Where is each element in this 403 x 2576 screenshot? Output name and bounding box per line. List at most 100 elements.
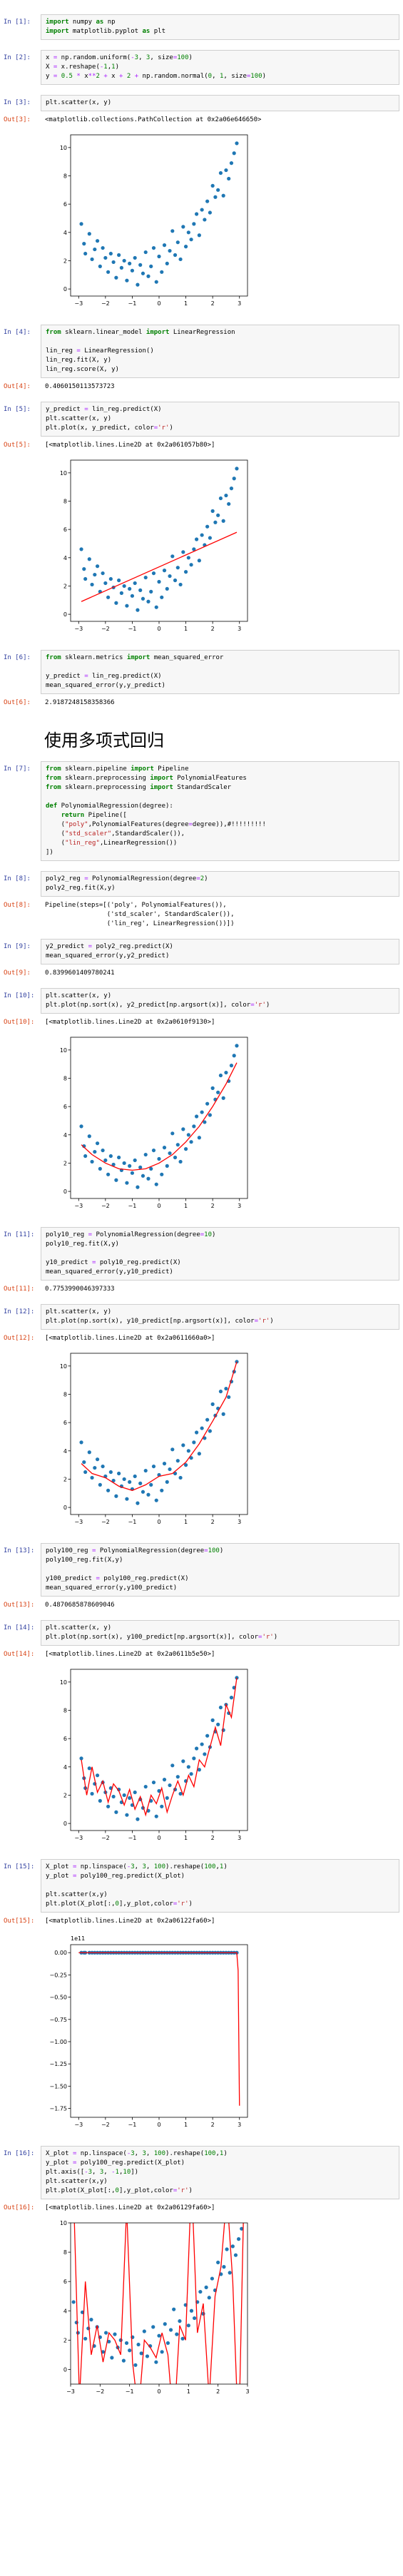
scatter-point	[128, 2348, 132, 2353]
code-block: y2_predict = poly2_reg.predict(X) mean_sq…	[46, 942, 394, 961]
code-box: X_plot = np.linspace(-3, 3, 100).reshape…	[41, 2146, 399, 2199]
scatter-point	[79, 222, 83, 226]
code-token: =	[188, 821, 193, 828]
code-token: from	[46, 329, 61, 336]
fit-line	[81, 531, 238, 602]
code-token: -	[111, 2169, 116, 2176]
code-line: from sklearn.metrics import mean_squared…	[46, 654, 224, 661]
scatter-point	[121, 2358, 126, 2363]
code-token: from	[46, 775, 61, 782]
code-line: plt.axis([-3, 3, -1,10])	[46, 2169, 139, 2176]
scatter-point	[122, 1793, 126, 1798]
scatter-point	[128, 261, 132, 266]
scatter-point	[146, 274, 151, 278]
scatter-point	[141, 1490, 146, 1494]
code-token: =	[84, 406, 88, 413]
code-token: =	[96, 1575, 100, 1582]
code-line: X = x.reshape(-1,1)	[46, 63, 119, 71]
code-token: return	[61, 812, 85, 819]
code-line: X_plot = np.linspace(-3, 3, 100).reshape…	[46, 2150, 228, 2157]
scatter-point	[90, 257, 94, 262]
code-box: from sklearn.metrics import mean_squared…	[41, 650, 399, 694]
code-token: 'r'	[177, 2187, 189, 2194]
output-row: Out[13]: 0.4870685878609046	[4, 1601, 399, 1610]
code-cell: In [16]: X_plot = np.linspace(-3, 3, 100)…	[4, 2146, 399, 2199]
scatter-point	[151, 571, 156, 576]
code-line: plt.plot(np.sort(x), y2_predict[np.argso…	[46, 1002, 270, 1009]
code-line: plt.scatter(x, y)	[46, 992, 112, 999]
scatter-point	[133, 1790, 137, 1795]
code-token: 2	[96, 73, 100, 80]
scatter-point	[189, 1456, 193, 1460]
axes-frame	[70, 1944, 248, 2118]
code-token: =	[72, 1863, 77, 1870]
code-token: 100	[153, 2150, 166, 2157]
code-token: 1	[103, 63, 108, 71]
output-text: 0.7753990046397333	[41, 1285, 399, 1294]
output-text: [<matplotlib.lines.Line2D at 0x2a0610f91…	[41, 1018, 399, 1027]
y-tick-label: 4	[63, 230, 67, 236]
scatter-point	[83, 1154, 88, 1159]
x-tick-label: −2	[101, 1519, 110, 1525]
y-tick-label: 10	[60, 470, 67, 477]
output-row: Out[10]: [<matplotlib.lines.Line2D at 0x2…	[4, 1018, 399, 1027]
in-prompt: In [8]:	[4, 875, 31, 882]
code-token: 'r'	[254, 1002, 266, 1009]
code-cell: In [12]: plt.scatter(x, y) plt.plot(np.sor…	[4, 1304, 399, 1330]
scatter-point	[160, 270, 164, 274]
code-line: return Pipeline([	[61, 812, 127, 819]
x-tick-label: −1	[128, 626, 137, 632]
scatter-point	[195, 537, 199, 541]
x-tick-label: 0	[157, 300, 160, 307]
scatter-point	[117, 1155, 121, 1160]
scatter-point	[173, 578, 178, 583]
x-tick-label: 1	[184, 626, 188, 632]
scatter-point	[205, 1417, 210, 1422]
code-block: y_predict = lin_reg.predict(X) mean_squar…	[46, 672, 394, 691]
y-tick-label: 0	[63, 2366, 67, 2373]
scatter-point	[93, 1149, 97, 1154]
in-prompt: In [15]:	[4, 1863, 35, 1870]
output-line: ('lin_reg', LinearRegression())])	[45, 920, 235, 927]
scatter-point	[114, 275, 118, 280]
scatter-point	[224, 168, 228, 173]
out-prompt: Out[11]:	[4, 1286, 35, 1293]
scatter-point	[183, 570, 188, 574]
scatter-point	[210, 183, 215, 188]
scatter-point	[200, 1426, 204, 1430]
scatter-point	[154, 2360, 158, 2364]
code-block: plt.scatter(x,y) plt.plot(X_plot[:,0],y_p…	[46, 1890, 394, 1909]
code-line: plt.scatter(x,y)	[46, 1891, 108, 1898]
code-token: 1	[219, 2150, 224, 2157]
code-line: plt.scatter(x, y)	[46, 99, 112, 106]
scatter-point	[138, 263, 143, 267]
y-tick-label: 6	[63, 1104, 67, 1110]
scatter-point	[125, 1813, 129, 1817]
code-token: import	[46, 28, 69, 35]
scatter-point	[138, 1165, 143, 1169]
scatter-point	[136, 608, 140, 612]
scatter-point	[160, 1172, 164, 1176]
output-text: 0.8399601409780241	[41, 969, 399, 978]
code-cell: In [7]: from sklearn.pipeline import Pipe…	[4, 761, 399, 861]
code-line: mean_squared_error(y,y_predict)	[46, 682, 165, 689]
axis-offset: 1e11	[71, 1935, 85, 1942]
x-tick-label: 0	[157, 2122, 160, 2128]
scatter-point	[143, 1784, 148, 1789]
code-token: 0	[115, 2187, 119, 2194]
scatter-point	[122, 258, 126, 263]
scatter-point	[143, 250, 148, 255]
x-tick-label: −1	[128, 2122, 137, 2128]
code-token: =	[53, 73, 58, 80]
code-token: 3	[131, 2150, 135, 2157]
code-token: 2	[126, 73, 131, 80]
scatter-point	[168, 248, 172, 253]
x-tick-label: 1	[184, 300, 188, 307]
code-box: y_predict = lin_reg.predict(X) plt.scatte…	[41, 402, 399, 437]
out-prompt: Out[12]:	[4, 1335, 35, 1342]
x-tick-label: 3	[238, 1835, 241, 1841]
x-tick-label: 3	[238, 1203, 241, 1209]
scatter-point	[93, 247, 97, 252]
scatter-point	[151, 1464, 156, 1469]
code-line: from sklearn.linear_model import LinearR…	[46, 329, 235, 336]
